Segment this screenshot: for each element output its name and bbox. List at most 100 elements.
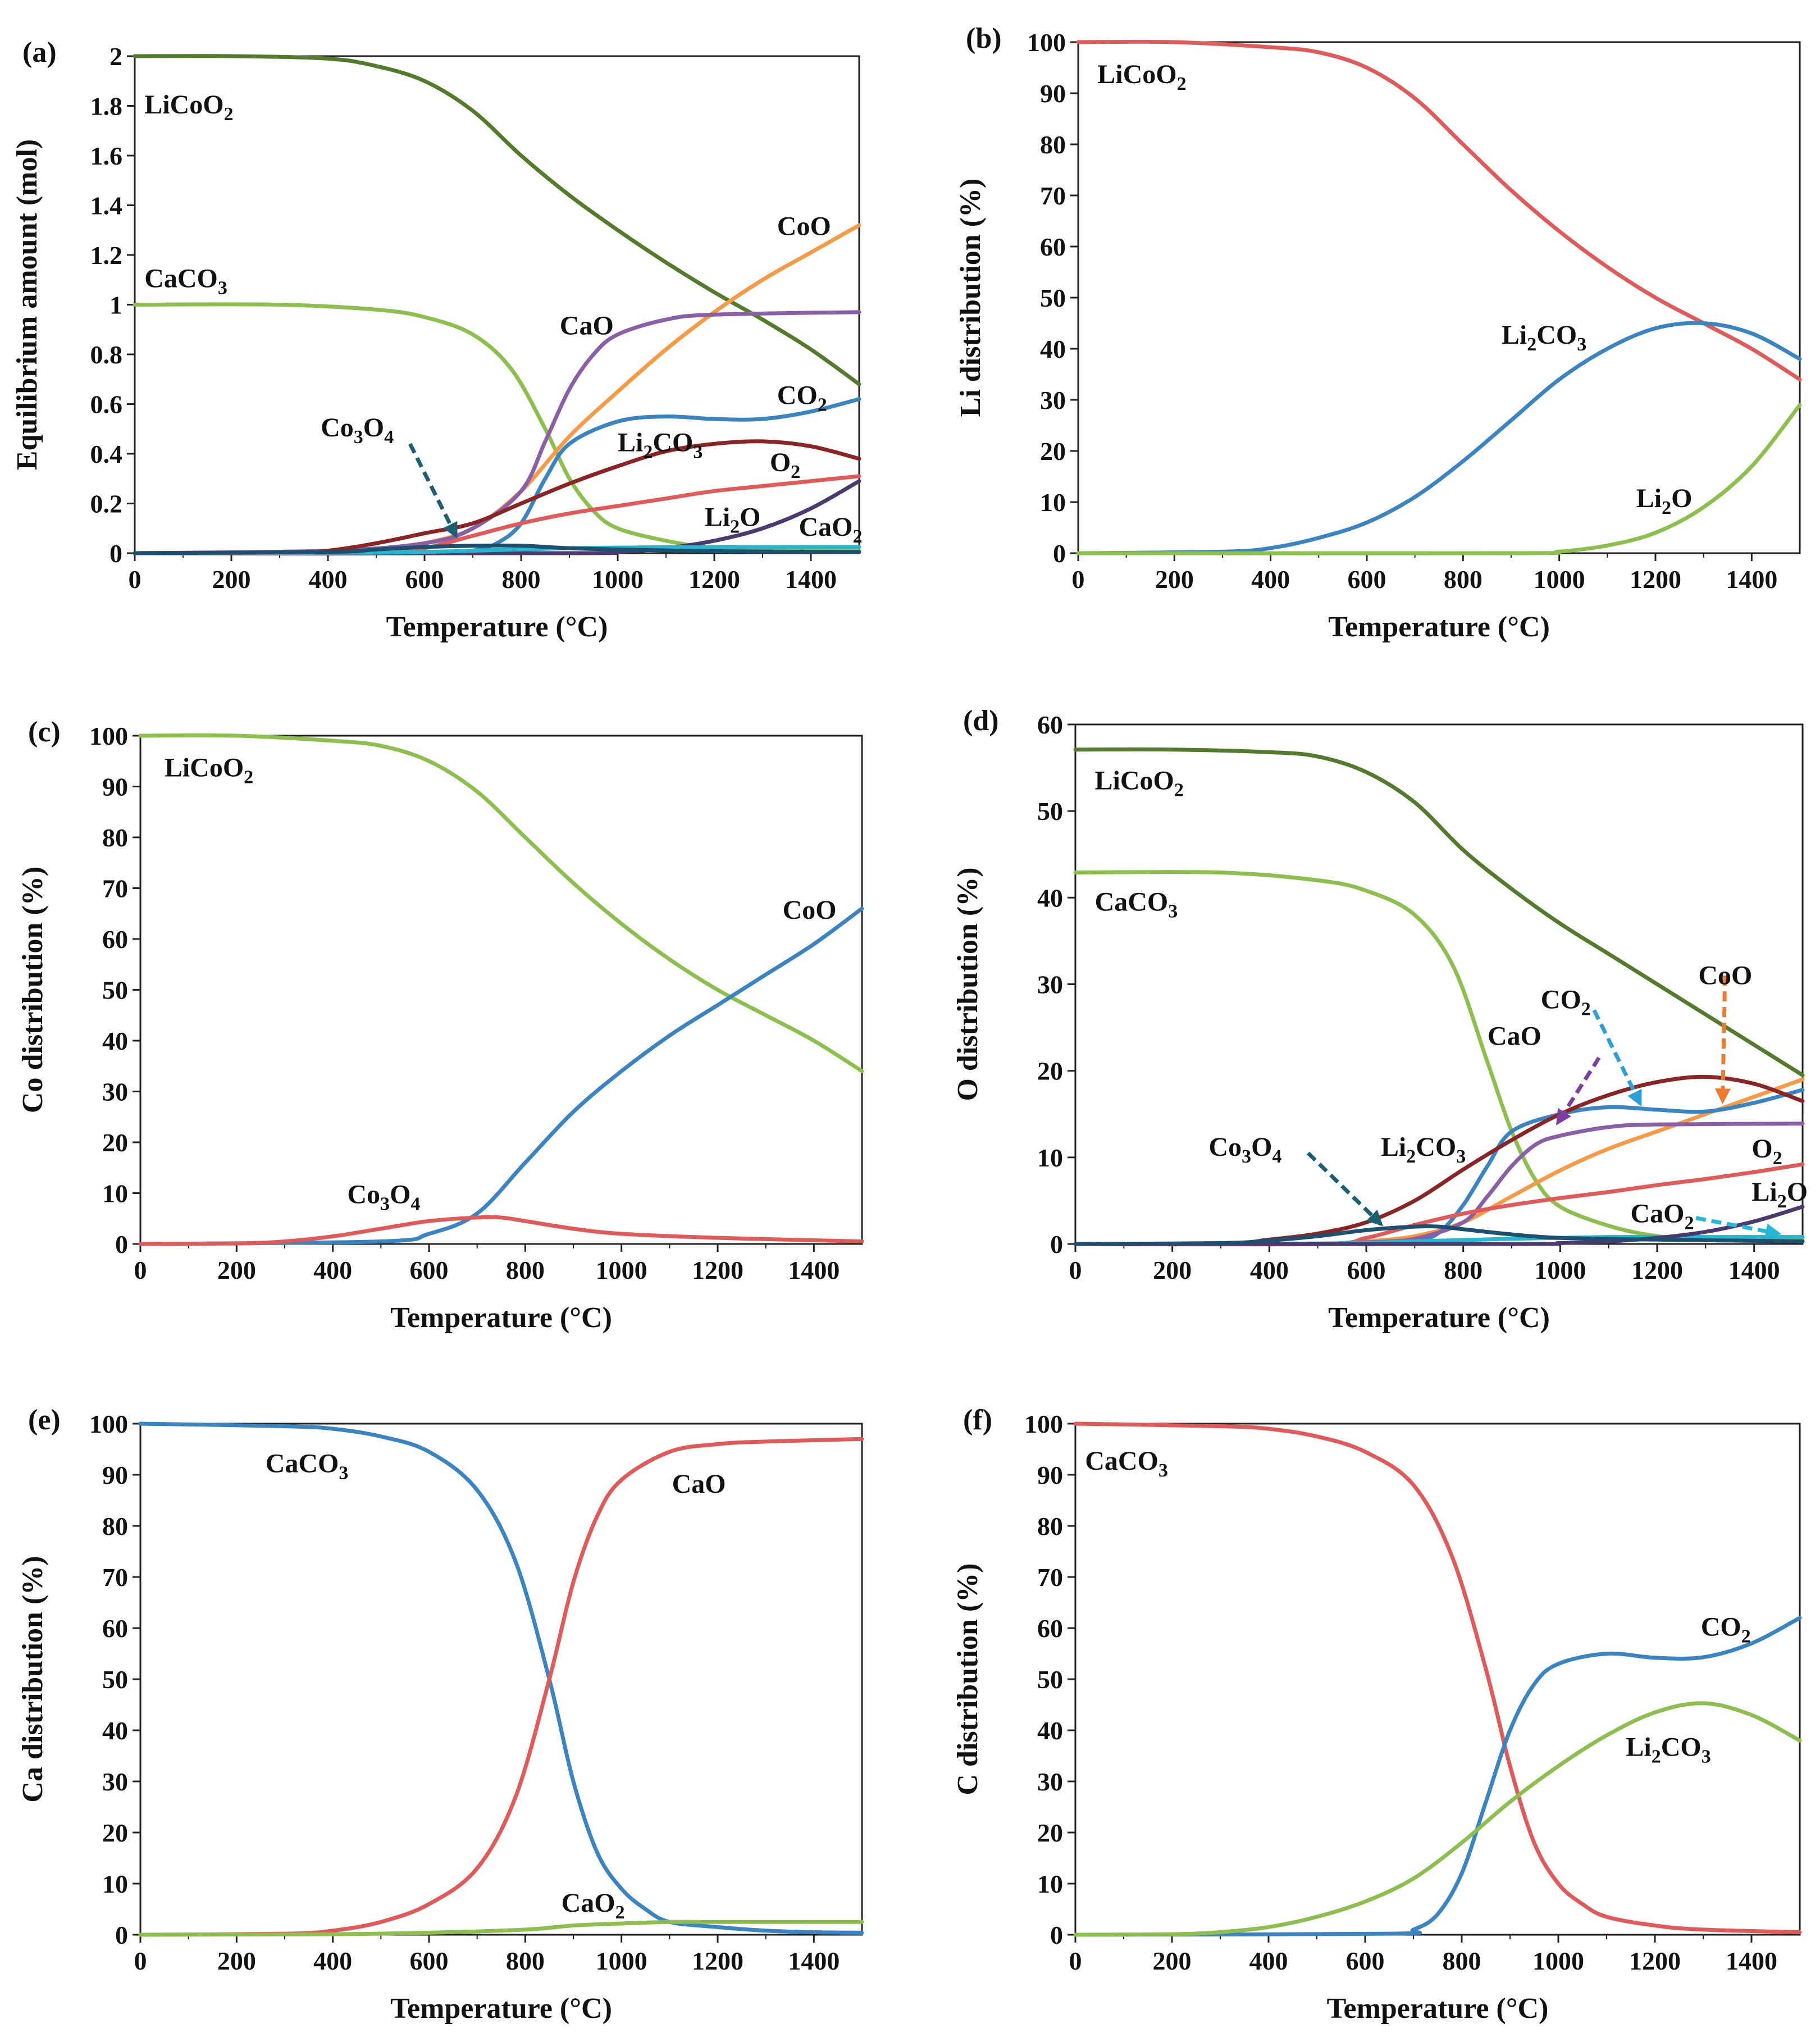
x-tick: 0 [129,553,142,594]
y-tick: 0.4 [90,440,135,468]
arrow-li2o [1695,1216,1782,1239]
arrow-co3o4 [1306,1151,1383,1227]
series-label-coo: CoO [783,895,837,925]
y-tick: 10 [102,1179,140,1208]
y-axis-title: Co distribution (%) [17,867,49,1113]
x-tick-label: 200 [1153,1256,1192,1284]
panel-letter: (d) [963,705,999,737]
label-main: CaCO [1085,1446,1158,1476]
label-main: CO [777,381,818,411]
series-line-li2co3 [133,439,861,555]
y-tick-label: 40 [1037,883,1063,912]
series-label-li2o: Li2O [1636,484,1693,518]
series-line-co3o4 [138,1215,864,1246]
series-line-caco3 [138,1421,864,1935]
series-label-co3o4: Co3O4 [347,1180,420,1215]
label-main: O [1671,484,1692,513]
panel--f-: 0 200 400 600 800 1000 1200 1400 0 10 20 30 40 50 60 70… [952,1404,1802,2025]
x-tick-label: 1400 [788,1947,840,1975]
x-axis-title: Temperature (°C) [1328,1302,1550,1334]
y-tick: 20 [102,1818,140,1847]
x-tick-label: 1000 [1534,1256,1586,1284]
x-tick-label: 1200 [1631,1256,1683,1284]
series-line-cao [138,1437,864,1937]
x-tick: 1400 [788,1244,840,1284]
label-main: Li [1502,320,1527,350]
x-axis-title: Temperature (°C) [1327,1993,1549,2025]
y-tick-label: 30 [1040,386,1066,414]
label-subscript: 2 [1581,999,1591,1020]
label-main: CaO [560,311,614,341]
y-tick-label: 30 [1037,1767,1063,1796]
y-tick: 20 [1040,437,1078,466]
y-tick-label: 100 [1027,28,1066,57]
y-tick-label: 1 [110,291,122,320]
y-tick: 100 [89,722,140,750]
label-main: CaO [799,512,853,542]
x-tick-label: 400 [313,1947,352,1975]
x-tick-label: 200 [1153,1947,1192,1975]
y-tick: 80 [1040,130,1078,159]
y-tick-label: 70 [102,1563,128,1592]
y-tick-label: 0 [1053,539,1066,568]
label-subscript: 2 [1741,1626,1751,1647]
label-main: Co [1208,1132,1242,1162]
y-tick: 60 [1037,710,1075,739]
panel--a-: 0 200 400 600 800 1000 1200 1400 0 0.2 0.4 0.6 0.8 1 1… [11,37,863,643]
label-main: CO [1701,1612,1741,1642]
y-tick: 10 [102,1870,140,1898]
x-tick: 1200 [688,553,740,594]
label-main: CoO [777,212,831,241]
x-tick-label: 200 [217,1256,256,1284]
x-tick-label: 0 [129,565,142,594]
label-subscript: 2 [1662,498,1671,518]
x-tick: 200 [1153,1935,1192,1975]
panel-letter: (f) [963,1404,992,1436]
label-subscript: 3 [380,1194,390,1215]
x-tick-label: 1200 [1629,1947,1681,1975]
y-tick: 100 [89,1410,140,1438]
y-tick: 40 [102,1716,140,1745]
series-label-cao2: CaO2 [799,512,863,547]
y-tick-label: 70 [1037,1563,1063,1592]
label-subscript: 2 [853,526,863,547]
label-main: CaCO [144,264,218,294]
label-main: CaO [1488,1021,1541,1051]
label-main: Li [1751,1177,1777,1207]
y-tick-label: 60 [102,925,128,954]
y-tick: 70 [1040,181,1078,210]
x-axis-title: Temperature (°C) [386,611,608,643]
y-tick: 20 [102,1128,140,1157]
series-line-licoo2 [133,54,861,386]
y-tick: 90 [102,1461,140,1489]
x-tick: 200 [1155,553,1194,594]
y-tick: 2 [110,42,135,71]
x-tick-label: 1200 [692,1256,743,1284]
series-line-li2o [1076,403,1802,555]
series-label-li2co3: Li2CO3 [618,428,703,463]
x-tick-label: 0 [134,1947,147,1975]
x-tick: 200 [1153,1244,1192,1284]
x-tick: 1400 [1726,553,1777,594]
arrow-co2 [1592,1009,1642,1107]
y-tick-label: 100 [1024,1410,1063,1438]
x-tick: 600 [1348,553,1386,594]
x-tick-label: 800 [1443,1947,1481,1975]
y-tick: 0 [115,1230,140,1259]
y-tick: 50 [102,1665,140,1694]
y-tick: 90 [1037,1461,1075,1489]
y-tick: 10 [1037,1143,1075,1172]
x-tick-label: 400 [1251,565,1290,594]
y-tick-label: 80 [102,1512,128,1540]
y-tick: 10 [1040,488,1078,517]
label-main: LiCoO [1095,766,1174,796]
x-tick-label: 800 [506,1256,545,1284]
y-tick: 80 [102,823,140,852]
y-tick-label: 80 [102,823,128,852]
y-axis-title: Ca distribution (%) [17,1556,49,1802]
x-tick: 1000 [1534,1244,1586,1284]
y-tick: 60 [102,1614,140,1643]
label-subscript: 2 [1773,1148,1782,1169]
y-tick-label: 0.4 [90,440,123,468]
label-main: Co [321,413,354,443]
